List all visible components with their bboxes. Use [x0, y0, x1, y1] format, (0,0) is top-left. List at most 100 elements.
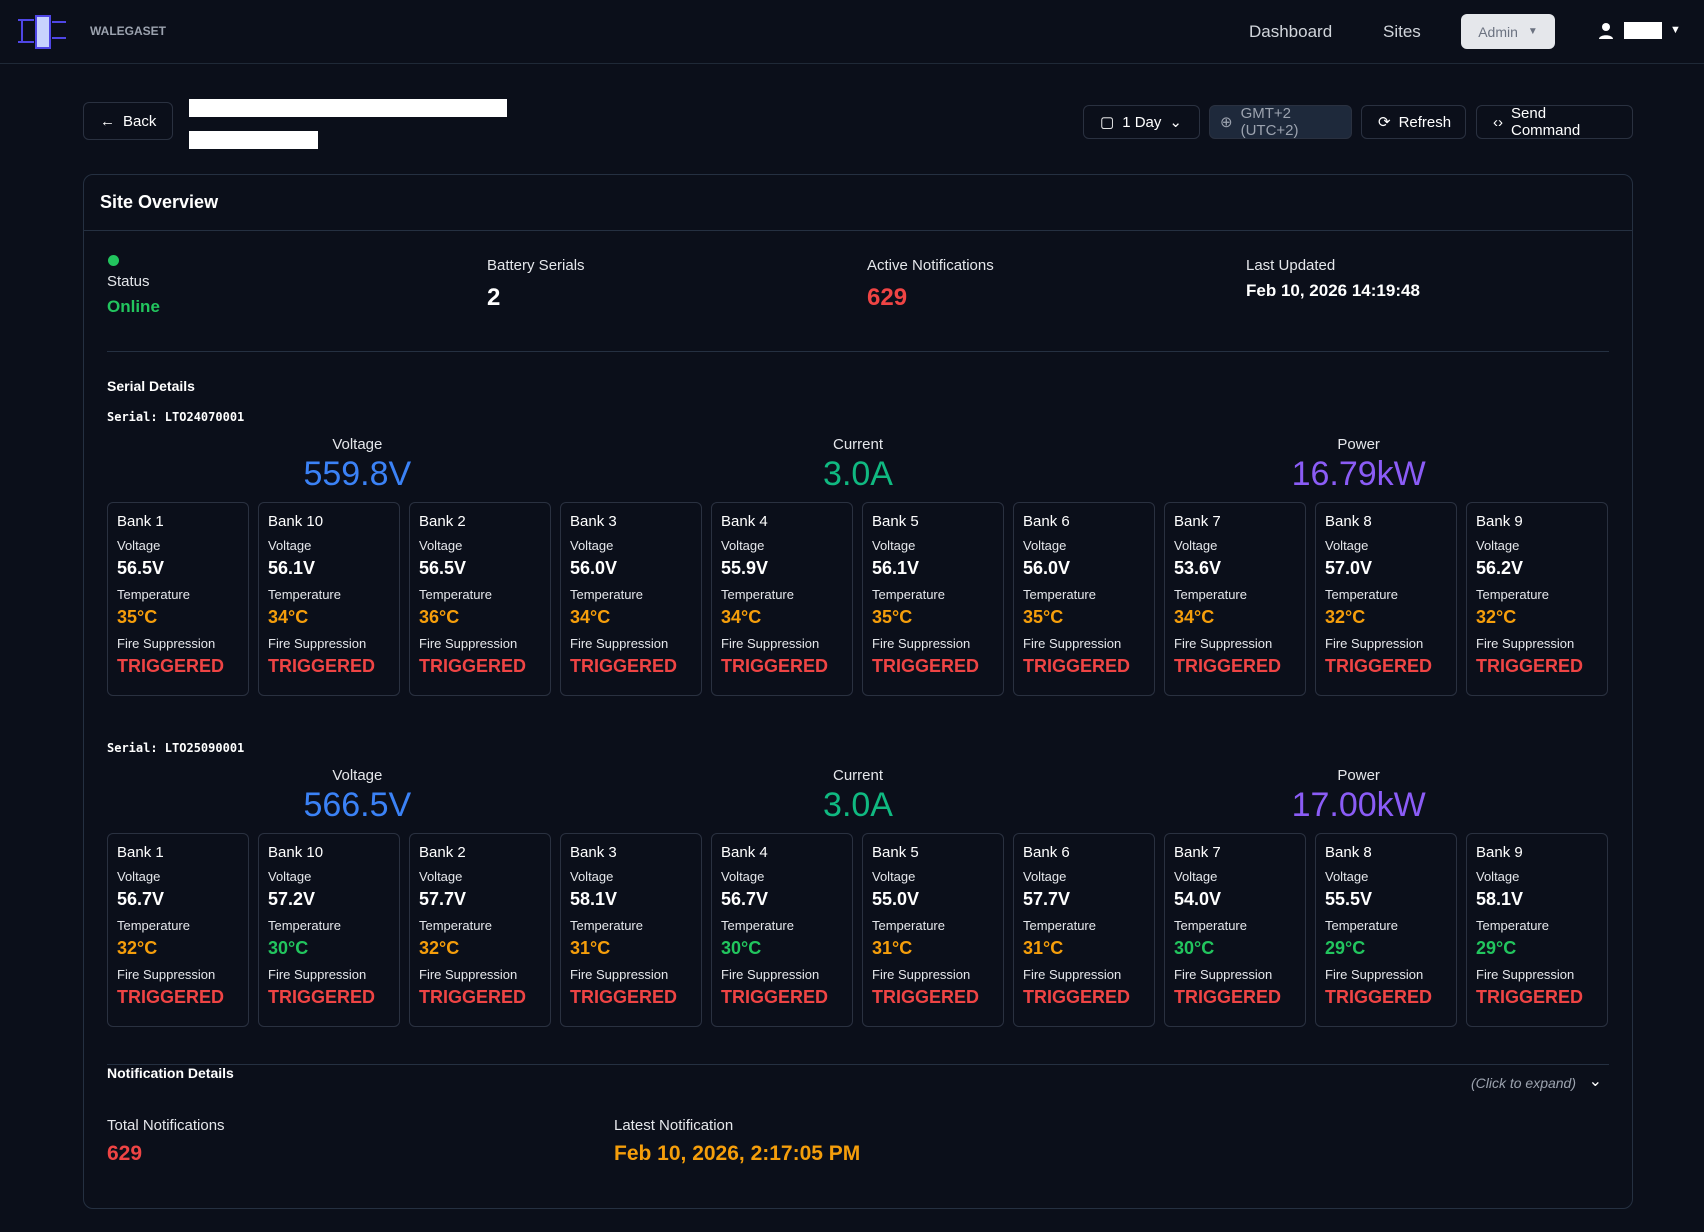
chevron[interactable]: ⌄ — [1588, 1073, 1602, 1090]
bank-label: Voltage — [1023, 869, 1067, 884]
bank-label: Voltage — [268, 869, 312, 884]
bank-name: Bank 2 — [419, 844, 466, 861]
label: Total Notifications — [107, 1117, 225, 1134]
label: Back — [123, 112, 157, 130]
timezone[interactable]: ⊕ GMT+2 (UTC+2) — [1209, 105, 1352, 139]
label: GMT+2 (UTC+2) — [1240, 105, 1299, 139]
metric: Power 17.00kW — [1108, 767, 1609, 825]
bank-temperature: 29°C — [1325, 938, 1366, 958]
logo[interactable] — [16, 12, 68, 52]
bank-label: Fire Suppression — [1325, 636, 1424, 651]
stat-value: 629 — [867, 284, 908, 311]
bank-voltage: 58.1V — [1476, 889, 1524, 909]
bank-temperature: 34°C — [268, 607, 309, 627]
bank-name: Bank 4 — [721, 844, 768, 861]
bank-label: Voltage — [721, 538, 765, 553]
bank-name: Bank 6 — [1023, 844, 1070, 861]
metric-value: 17.00kW — [1291, 786, 1426, 824]
refresh-button[interactable]: ⟳ Refresh — [1361, 105, 1466, 139]
bank-label: Temperature — [268, 918, 341, 933]
bank-temperature: 32°C — [1476, 607, 1517, 627]
bank-label: Voltage — [1476, 869, 1520, 884]
bank-voltage: 56.5V — [117, 558, 165, 578]
bank-label: Temperature — [1023, 918, 1096, 933]
bank-label: Temperature — [1174, 587, 1247, 602]
redacted-subtitle — [189, 131, 318, 149]
bank-label: Fire Suppression — [1174, 636, 1273, 651]
bank-voltage: 53.6V — [1174, 558, 1222, 578]
bank-name: Bank 7 — [1174, 844, 1221, 861]
bank-fire: TRIGGERED — [268, 987, 376, 1007]
brand[interactable]: WALEGASET — [90, 24, 167, 38]
nav-link[interactable]: Dashboard — [1249, 22, 1333, 41]
send-command-button[interactable]: ‹› Send Command — [1476, 105, 1633, 139]
stat-value: Online — [107, 297, 160, 316]
role-dropdown[interactable]: Admin ▼ — [1461, 14, 1555, 49]
bank-name: Bank 7 — [1174, 513, 1221, 530]
bank-label: Voltage — [872, 869, 916, 884]
bank-fire: TRIGGERED — [117, 987, 225, 1007]
bank-card: Bank 9 Voltage 56.2V Temperature 32°C Fire Su… — [1466, 502, 1608, 696]
bank-label: Voltage — [570, 538, 614, 553]
bank-fire: TRIGGERED — [1023, 987, 1131, 1007]
section-title: Serial Details — [107, 378, 195, 394]
nav-link[interactable]: Sites — [1383, 22, 1421, 41]
bank-label: Fire Suppression — [721, 967, 820, 982]
bank-name: Bank 3 — [570, 513, 617, 530]
bank-label: Temperature — [721, 918, 794, 933]
bank-label: Fire Suppression — [117, 967, 216, 982]
bank-label: Fire Suppression — [419, 636, 518, 651]
range-select[interactable]: ▢ 1 Day ⌄ — [1083, 105, 1200, 139]
expand-hint[interactable]: (Click to expand) — [1470, 1075, 1576, 1091]
bank-voltage: 56.0V — [570, 558, 618, 578]
bank-card: Bank 5 Voltage 56.1V Temperature 35°C Fire Su… — [862, 502, 1004, 696]
bank-voltage: 58.1V — [570, 889, 618, 909]
caret[interactable]: ▼ — [1670, 24, 1681, 36]
bank-temperature: 31°C — [1023, 938, 1064, 958]
bank-label: Fire Suppression — [268, 967, 367, 982]
value: Feb 10, 2026, 2:17:05 PM — [614, 1142, 861, 1165]
bank-voltage: 55.0V — [872, 889, 920, 909]
bank-card: Bank 4 Voltage 56.7V Temperature 30°C Fire Su… — [711, 833, 853, 1027]
back-button[interactable]: ← Back — [83, 102, 174, 140]
bank-card: Bank 3 Voltage 56.0V Temperature 34°C Fire Su… — [560, 502, 702, 696]
stat: Status Online — [107, 273, 160, 317]
bank-fire: TRIGGERED — [872, 987, 980, 1007]
bank-temperature: 35°C — [1023, 607, 1064, 627]
bank-fire: TRIGGERED — [419, 656, 527, 676]
bank-label: Fire Suppression — [1174, 967, 1273, 982]
bank-label: Voltage — [1174, 538, 1218, 553]
label: Latest Notification — [614, 1117, 734, 1134]
bank-temperature: 34°C — [1174, 607, 1215, 627]
label: Refresh — [1398, 113, 1452, 131]
bank-voltage: 56.7V — [721, 889, 769, 909]
bank-voltage: 56.2V — [1476, 558, 1524, 578]
bank-name: Bank 2 — [419, 513, 466, 530]
bank-label: Fire Suppression — [1325, 967, 1424, 982]
bank-label: Temperature — [872, 918, 945, 933]
bank-label: Fire Suppression — [872, 636, 971, 651]
bank-voltage: 54.0V — [1174, 889, 1222, 909]
bank-name: Bank 1 — [117, 513, 164, 530]
stat-label: Active Notifications — [867, 257, 994, 274]
value: 629 — [107, 1142, 143, 1165]
bank-label: Voltage — [419, 538, 463, 553]
bank-temperature: 35°C — [872, 607, 913, 627]
bank-label: Temperature — [1325, 918, 1398, 933]
bank-label: Voltage — [1325, 869, 1369, 884]
serial-label: Serial: LTO24070001 — [107, 410, 245, 424]
stat-label: Last Updated — [1246, 257, 1336, 274]
metric-value: 566.5V — [303, 786, 412, 824]
navbar: WALEGASET Dashboard Sites Admin ▼ ▼ — [0, 0, 1704, 64]
metrics-row: Voltage 566.5V Current 3.0A Power 17.00kW — [107, 767, 1609, 825]
divider — [107, 351, 1609, 352]
bank-name: Bank 1 — [117, 844, 164, 861]
user-icon[interactable] — [1598, 22, 1614, 40]
bank-label: Voltage — [1476, 538, 1520, 553]
bank-label: Fire Suppression — [1023, 636, 1122, 651]
metric-value: 3.0A — [823, 455, 893, 493]
metric: Current 3.0A — [608, 436, 1109, 494]
bank-card: Bank 10 Voltage 56.1V Temperature 34°C Fire S… — [258, 502, 400, 696]
bank-card: Bank 6 Voltage 56.0V Temperature 35°C Fire Su… — [1013, 502, 1155, 696]
